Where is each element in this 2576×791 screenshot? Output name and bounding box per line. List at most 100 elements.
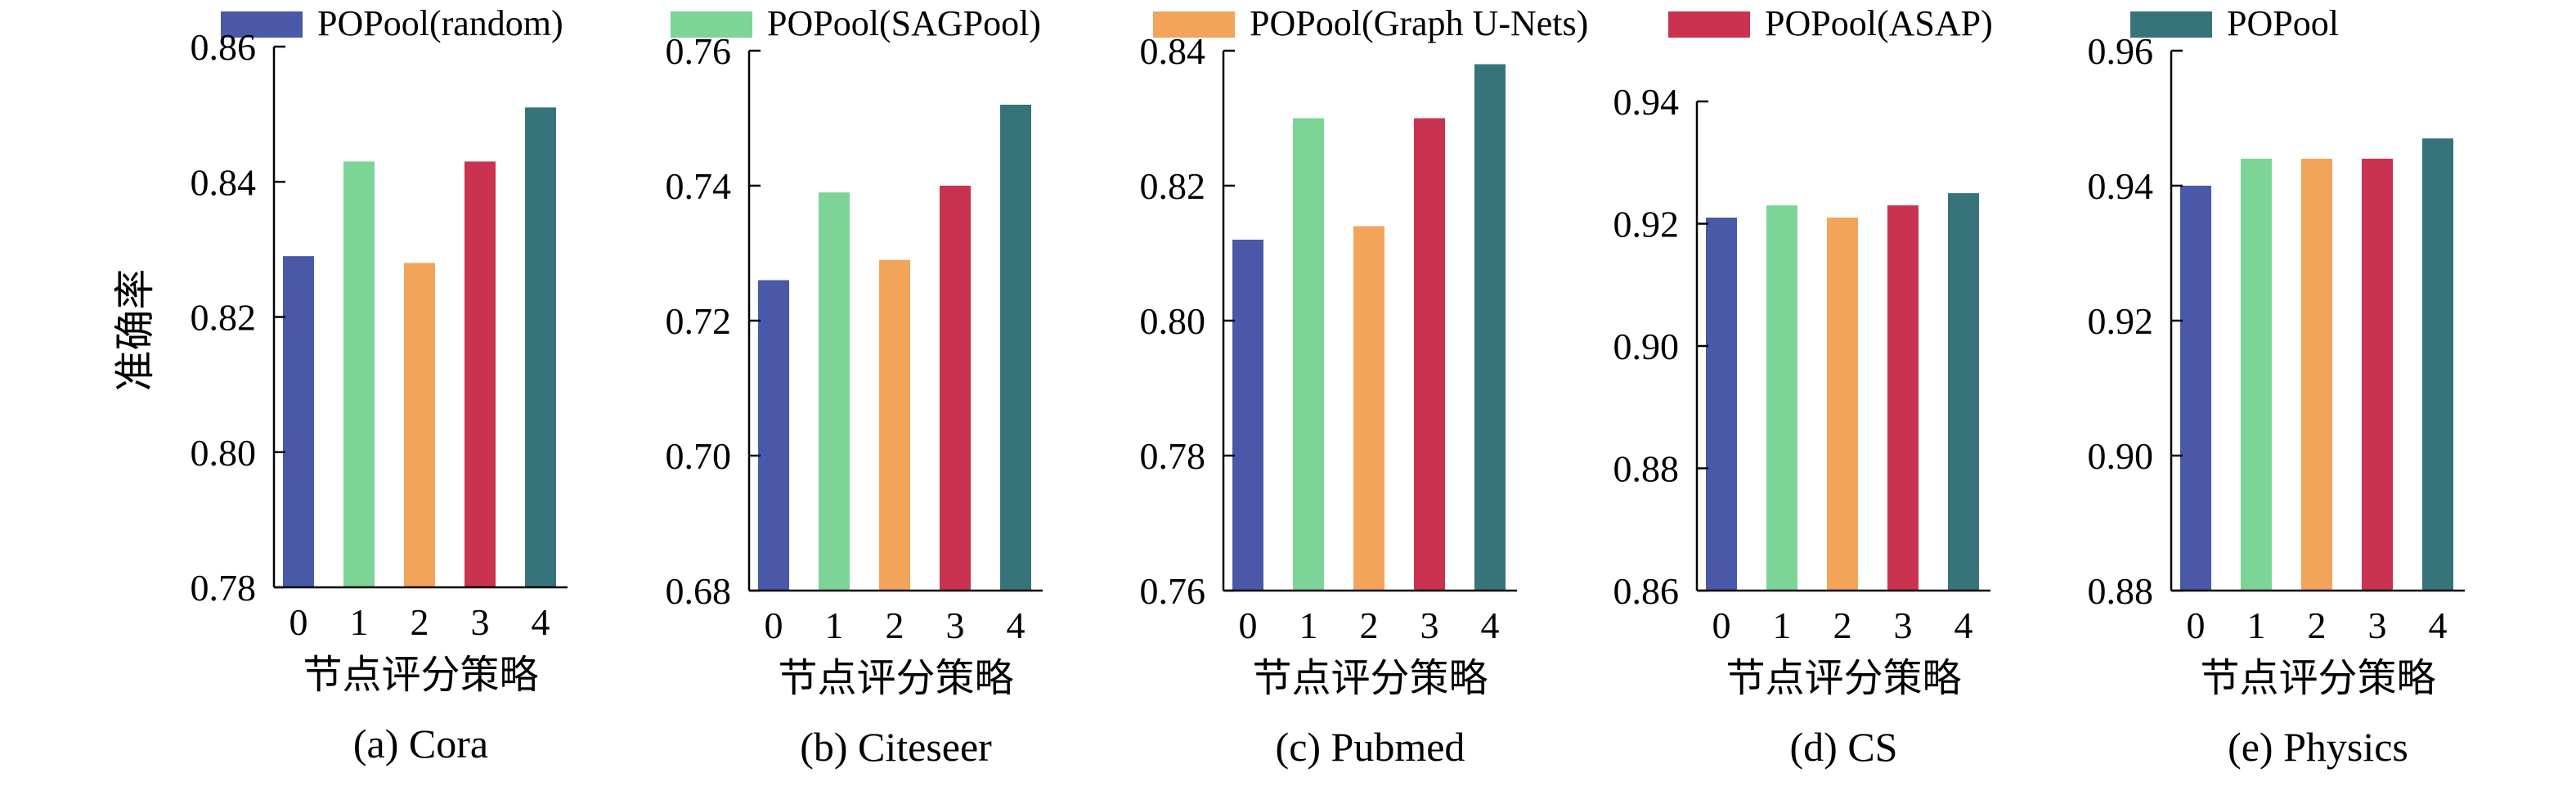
y-tick-label: 0.90	[2088, 435, 2154, 477]
legend-label: POPool(ASAP)	[1765, 3, 1993, 43]
bar	[758, 280, 789, 591]
chart-panel: 0.86 0.88 0.90 0.92 0.94 0 1 2 3 4 节点评分策略 (d) CS	[1613, 81, 1990, 770]
y-tick-label: 0.70	[666, 435, 732, 477]
x-tick-label: 2	[411, 601, 429, 643]
bar	[1293, 118, 1324, 591]
panel-title: (d) CS	[1790, 724, 1898, 770]
x-tick-label: 1	[825, 604, 844, 646]
bar	[1000, 105, 1031, 591]
y-tick-label: 0.78	[1140, 435, 1206, 477]
y-tick-label: 0.80	[191, 432, 257, 474]
bar	[2362, 159, 2393, 591]
x-tick-label: 2	[2308, 604, 2327, 646]
x-tick-label: 0	[1239, 604, 1258, 646]
x-axis-label: 节点评分策略	[2200, 657, 2435, 700]
y-tick-label: 0.92	[1613, 204, 1680, 245]
x-tick-label: 3	[471, 601, 490, 643]
y-tick-label: 0.76	[666, 30, 732, 72]
legend-swatch	[671, 11, 752, 38]
y-tick-label: 0.72	[666, 300, 732, 342]
x-tick-label: 1	[1299, 604, 1318, 646]
bar	[404, 263, 435, 587]
legend-label: POPool(SAGPool)	[767, 3, 1041, 43]
y-tick-label: 0.74	[666, 165, 732, 207]
x-tick-label: 0	[2187, 604, 2206, 646]
y-tick-label: 0.84	[191, 161, 257, 203]
x-tick-label: 3	[1420, 604, 1439, 646]
y-tick-label: 0.86	[191, 26, 257, 68]
x-axis-label: 节点评分策略	[1252, 657, 1488, 700]
legend-label: POPool(Graph U-Nets)	[1250, 3, 1588, 43]
legend-swatch	[1153, 11, 1235, 38]
y-tick-label: 0.92	[2088, 300, 2154, 342]
bar	[2301, 159, 2332, 591]
x-tick-label: 4	[2429, 604, 2448, 646]
y-tick-label: 0.96	[2088, 30, 2154, 72]
legend-entry: POPool(random)	[221, 3, 563, 43]
y-tick-label: 0.88	[2088, 570, 2154, 612]
x-tick-label: 0	[1712, 604, 1731, 646]
x-tick-label: 4	[1481, 604, 1500, 646]
y-tick-label: 0.88	[1613, 448, 1680, 490]
chart-panel: 0.88 0.90 0.92 0.94 0.96 0 1 2 3 4 节点评分策略 (e) Physi…	[2088, 30, 2465, 770]
x-tick-label: 4	[532, 601, 550, 643]
bar	[525, 107, 556, 588]
y-tick-label: 0.78	[191, 567, 257, 609]
legend: POPool(random) POPool(SAGPool) POPool(Grap…	[221, 3, 2339, 43]
y-tick-label: 0.68	[666, 570, 732, 612]
x-tick-label: 4	[1954, 604, 1973, 646]
y-tick-label: 0.86	[1613, 570, 1680, 612]
y-tick-label: 0.94	[2088, 165, 2154, 207]
bar	[1766, 205, 1797, 591]
legend-entry: POPool(Graph U-Nets)	[1153, 3, 1588, 43]
x-tick-label: 0	[765, 604, 783, 646]
x-tick-label: 3	[1894, 604, 1913, 646]
bar	[1887, 205, 1919, 591]
bar	[1948, 193, 1979, 591]
bar	[1827, 218, 1858, 591]
x-tick-label: 1	[1773, 604, 1792, 646]
bar	[343, 161, 375, 587]
y-tick-label: 0.94	[1613, 81, 1680, 123]
legend-entry: POPool(ASAP)	[1668, 3, 1993, 43]
panel-title: (a) Cora	[353, 721, 488, 766]
y-tick-label: 0.84	[1140, 30, 1206, 72]
bar	[283, 256, 314, 587]
panel-title: (e) Physics	[2228, 724, 2408, 770]
y-tick-label: 0.82	[191, 297, 257, 339]
bar	[1414, 118, 1445, 591]
x-tick-label: 1	[2247, 604, 2266, 646]
y-tick-label: 0.90	[1613, 326, 1680, 367]
panel-title: (b) Citeseer	[800, 724, 992, 770]
bar	[2422, 138, 2453, 591]
y-tick-label: 0.82	[1140, 165, 1206, 207]
panel-title: (c) Pubmed	[1276, 724, 1465, 770]
legend-entry: POPool	[2130, 3, 2339, 43]
bar	[1353, 226, 1384, 591]
x-tick-label: 0	[289, 601, 308, 643]
legend-swatch	[1668, 11, 1750, 38]
x-tick-label: 4	[1007, 604, 1025, 646]
x-tick-label: 3	[946, 604, 965, 646]
x-tick-label: 1	[350, 601, 369, 643]
bar	[819, 192, 850, 591]
bar	[1232, 240, 1263, 591]
legend-entry: POPool(SAGPool)	[671, 3, 1041, 43]
x-axis-label: 节点评分策略	[778, 657, 1013, 700]
chart-panel: 0.76 0.78 0.80 0.82 0.84 0 1 2 3 4 节点评分策略 (c) Pubme…	[1140, 30, 1517, 770]
bar	[2241, 159, 2272, 591]
bar	[940, 186, 971, 591]
x-tick-label: 2	[1833, 604, 1852, 646]
bar	[2180, 186, 2211, 591]
x-tick-label: 2	[886, 604, 904, 646]
chart-panel: 0.78 0.80 0.82 0.84 0.86 0 1 2 3 4 节点评分策略 (a) Cora 准…	[112, 26, 568, 766]
x-tick-label: 3	[2368, 604, 2387, 646]
y-axis-label: 准确率	[112, 269, 158, 392]
legend-swatch	[2130, 11, 2212, 38]
y-tick-label: 0.76	[1140, 570, 1206, 612]
legend-label: POPool	[2227, 3, 2339, 43]
bar	[1706, 218, 1737, 591]
x-axis-label: 节点评分策略	[1726, 657, 1961, 700]
